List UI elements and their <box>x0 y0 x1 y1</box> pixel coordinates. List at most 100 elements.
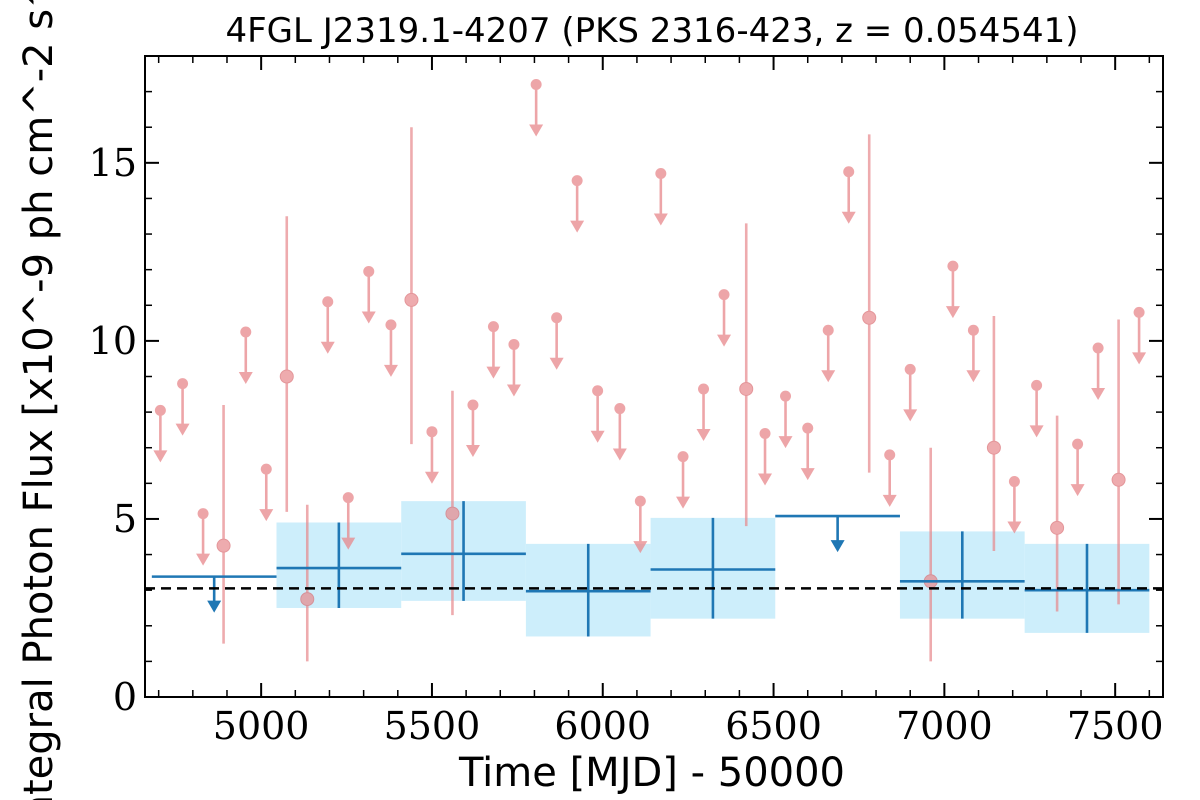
upper-limit-arrow <box>424 471 439 484</box>
short-bin-point-3 <box>300 504 315 662</box>
short-bin-upper-limit-13 <box>506 338 521 397</box>
long-bin-point-5 <box>899 531 1025 619</box>
upper-limit-arrow <box>841 211 856 224</box>
short-bin-point-9 <box>986 315 1001 551</box>
upper-limit-arrow <box>800 468 815 481</box>
upper-limit-arrow <box>612 448 627 461</box>
upper-limit-arrow <box>238 371 253 384</box>
short-bin-upper-limit-20 <box>653 168 668 226</box>
short-bin-upper-limit-36 <box>1091 342 1106 401</box>
short-bin-upper-limit-16 <box>570 175 585 233</box>
short-bin-upper-limit-29 <box>882 449 897 507</box>
short-bin-marker <box>1111 472 1126 487</box>
upper-limit-arrow <box>465 444 480 457</box>
x-tick-label: 7500 <box>1067 704 1164 748</box>
upper-limit-arrow <box>549 357 564 370</box>
short-bin-upper-limit-22 <box>696 383 711 441</box>
short-bin-upper-limit-4 <box>238 326 253 384</box>
axes: 5000 5500 6000 6500 7000 7500 0 5 10 15 <box>89 55 1164 748</box>
long-bin-point-3 <box>525 543 651 637</box>
short-bin-upper-limit-15 <box>549 312 564 370</box>
short-bin-marker <box>445 506 460 521</box>
upper-limit-arrow <box>1091 388 1106 401</box>
upper-limit-arrow <box>903 409 918 422</box>
short-bin-upper-limit-31 <box>945 260 960 319</box>
upper-limit-arrow <box>153 450 168 463</box>
x-axis-label: Time [MJD] - 50000 <box>458 750 845 796</box>
upper-limit-arrow <box>259 509 274 522</box>
x-tick-label: 6000 <box>554 704 651 748</box>
long-bin-point-2 <box>401 501 526 601</box>
short-bin-upper-limit-25 <box>778 390 793 449</box>
short-bin-point-1 <box>216 404 231 644</box>
upper-limit-arrow <box>1007 521 1022 534</box>
short-bin-marker <box>216 538 231 553</box>
upper-limit-arrow <box>529 124 544 137</box>
chart-title: 4FGL J2319.1-4207 (PKS 2316-423, z = 0.0… <box>225 11 1078 51</box>
upper-limit-arrow <box>778 436 793 449</box>
short-bin-point-5 <box>445 390 460 616</box>
upper-limit-arrow <box>590 430 605 443</box>
short-bin-upper-limit-1 <box>153 404 168 463</box>
upper-limit-arrow <box>717 334 732 347</box>
y-tick-label: 15 <box>89 141 137 185</box>
y-tick-label: 10 <box>89 319 137 363</box>
long-bin-point-4 <box>650 517 776 619</box>
short-bin-upper-limit-30 <box>903 363 918 422</box>
short-bin-upper-limit-23 <box>717 289 732 347</box>
upper-limit-arrow <box>341 537 356 550</box>
upper-limit-arrow <box>633 541 648 554</box>
short-bin-point-2 <box>279 216 294 512</box>
short-bin-point-11 <box>1111 319 1126 605</box>
long-bin-upper-limit-1 <box>151 575 277 613</box>
short-bin-upper-limit-32 <box>966 324 981 383</box>
long-bin-point-6 <box>1024 543 1150 633</box>
short-bin-upper-limit-26 <box>800 422 815 481</box>
short-bin-marker <box>300 592 315 607</box>
short-bin-marker <box>404 292 419 307</box>
long-bin-upper-limit-2 <box>775 514 900 553</box>
short-bin-upper-limit-10 <box>424 426 439 484</box>
upper-limit-arrow <box>945 306 960 319</box>
y-axis-label: Integral Photon Flux [x10^-9 ph cm^-2 s^… <box>16 0 62 800</box>
x-tick-label: 7000 <box>896 704 993 748</box>
y-tick-label: 5 <box>113 497 137 541</box>
short-bin-upper-limit-11 <box>465 399 480 457</box>
short-bin-upper-limit-5 <box>259 463 274 522</box>
short-bin-upper-limit-14 <box>529 78 544 137</box>
short-bin-upper-limit-2 <box>175 378 190 436</box>
short-bin-point-6 <box>739 223 754 527</box>
long-bin-point-1 <box>276 522 402 608</box>
short-bin-upper-limit-17 <box>590 385 605 443</box>
upper-limit-arrow <box>175 423 190 436</box>
upper-limit-arrow <box>1029 425 1044 438</box>
upper-limit-arrow <box>676 496 691 509</box>
short-bin-upper-limit-27 <box>821 324 836 383</box>
short-bin-upper-limit-37 <box>1132 306 1147 365</box>
short-bin-upper-limit-12 <box>486 321 501 379</box>
short-bin-point-7 <box>862 134 877 473</box>
short-bin-marker <box>739 381 754 396</box>
upper-limit-arrow <box>383 364 398 377</box>
y-tick-label: 0 <box>113 675 137 719</box>
short-bin-upper-limit-19 <box>633 495 648 554</box>
upper-limit-arrow <box>758 473 773 486</box>
x-tick-label: 5000 <box>213 704 310 748</box>
short-bin-upper-limit-3 <box>196 508 211 566</box>
short-bin-upper-limit-28 <box>841 166 856 224</box>
upper-limit-arrow <box>506 384 521 397</box>
x-tick-label: 6500 <box>725 704 822 748</box>
short-bin-marker <box>1050 520 1065 535</box>
upper-limit-arrow <box>696 428 711 441</box>
short-bin-upper-limit-6 <box>320 296 335 354</box>
short-bin-upper-limit-18 <box>612 403 627 461</box>
upper-limit-arrow <box>1070 484 1085 497</box>
short-bin-point-10 <box>1050 415 1065 612</box>
upper-limit-arrow <box>361 311 376 324</box>
x-tick-label: 5500 <box>384 704 481 748</box>
short-bin-upper-limit-34 <box>1029 379 1044 438</box>
upper-limit-arrow <box>966 370 981 383</box>
short-bin-marker <box>279 369 294 384</box>
short-bin-marker <box>986 440 1001 455</box>
